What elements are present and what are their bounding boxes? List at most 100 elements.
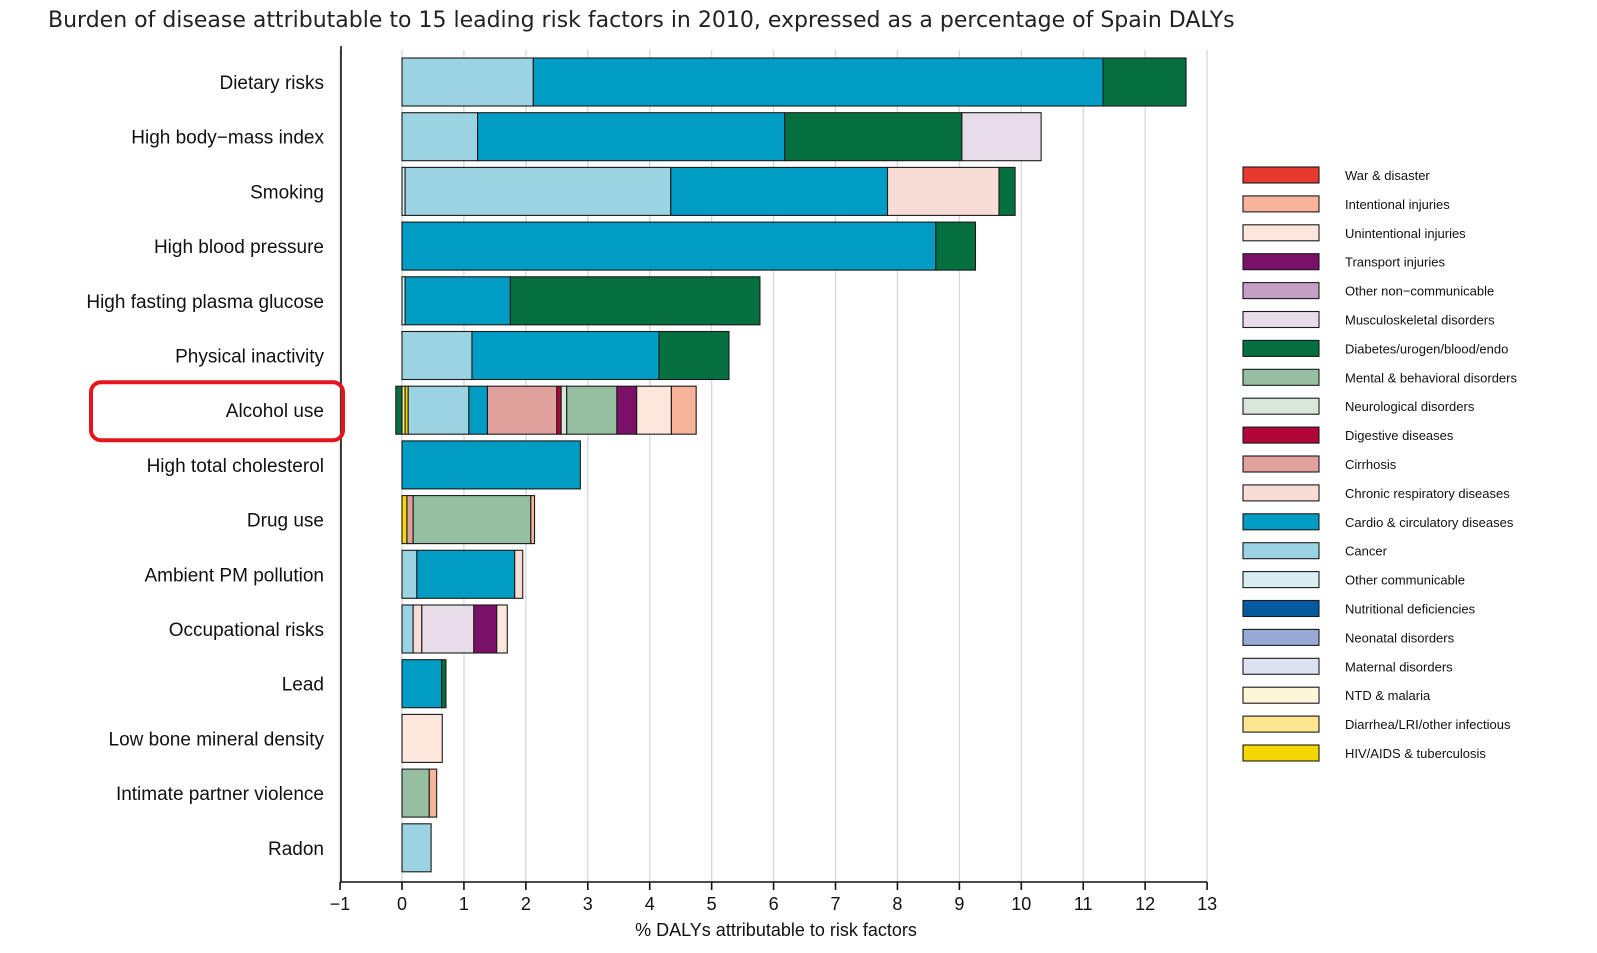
bar-segment-ambient-pm-pollution-cancer <box>401 549 418 599</box>
x-tick-label: 6 <box>769 894 779 914</box>
legend-swatch-ntd-malaria <box>1242 686 1320 704</box>
x-tick-label: 4 <box>645 894 655 914</box>
bar-segment-high-fasting-plasma-glucose-diabetes-urogen-blood-endo <box>509 276 761 326</box>
x-tick-label: 12 <box>1135 894 1155 914</box>
bar-segment-dietary-risks-diabetes-urogen-blood-endo <box>1102 57 1187 107</box>
legend-label-mental-behavioral-disorders: Mental & behavioral disorders <box>1345 370 1517 385</box>
bar-segment-alcohol-use-intentional-injuries <box>670 385 697 435</box>
bar-segment-high-total-cholesterol-cardio-circulatory-diseases <box>401 440 581 490</box>
row-label-intimate-partner-violence: Intimate partner violence <box>116 784 324 805</box>
bar-segment-low-bone-mineral-density-unintentional-injuries <box>401 713 443 763</box>
bar-segment-alcohol-use-cirrhosis <box>486 385 558 435</box>
x-axis-title: % DALYs attributable to risk factors <box>635 920 917 940</box>
bar-segment-high-blood-pressure-cardio-circulatory-diseases <box>401 221 937 271</box>
legend-label-neurological-disorders: Neurological disorders <box>1345 399 1475 414</box>
legend-swatch-digestive-diseases <box>1242 426 1320 444</box>
bar-segment-smoking-cardio-circulatory-diseases <box>670 166 889 216</box>
bars <box>395 57 1187 873</box>
row-label-drug-use: Drug use <box>247 511 324 532</box>
legend-swatch-cardio-circulatory-diseases <box>1242 513 1320 531</box>
highlight-box-alcohol-use <box>89 380 345 443</box>
bar-segment-occupational-risks-chronic-respiratory-diseases <box>412 604 423 654</box>
legend-swatch-intentional-injuries <box>1242 195 1320 213</box>
bar-segment-lead-cardio-circulatory-diseases <box>401 659 443 709</box>
legend-swatch-nutritional-deficiencies <box>1242 599 1320 618</box>
bar-segment-drug-use-hiv-aids-tuberculosis <box>401 495 408 545</box>
legend-label-other-communicable: Other communicable <box>1345 573 1465 588</box>
bar-segment-lead-diabetes-urogen-blood-endo <box>441 659 447 709</box>
bar-segment-physical-inactivity-cancer <box>401 330 473 381</box>
bar-segment-physical-inactivity-cardio-circulatory-diseases <box>471 330 660 381</box>
legend-swatch-mental-behavioral-disorders <box>1242 368 1320 386</box>
bar-segment-high-body-mass-index-cancer <box>401 112 479 162</box>
row-label-dietary-risks: Dietary risks <box>219 73 324 94</box>
bar-segment-high-body-mass-index-musculoskeletal-disorders <box>961 112 1042 162</box>
legend-label-other-non-communicable: Other non−communicable <box>1345 284 1494 299</box>
x-tick-label: 10 <box>1011 894 1031 914</box>
bar-segment-drug-use-mental-behavioral-disorders <box>412 495 532 545</box>
bar-segment-occupational-risks-musculoskeletal-disorders <box>421 604 475 654</box>
legend: War & disaster Intentional injuries Uninte… <box>1242 166 1517 762</box>
legend-label-diabetes-urogen-blood-endo: Diabetes/urogen/blood/endo <box>1345 341 1508 356</box>
bar-segment-occupational-risks-cancer <box>401 604 414 654</box>
legend-label-transport-injuries: Transport injuries <box>1345 255 1445 270</box>
legend-label-digestive-diseases: Digestive diseases <box>1345 428 1454 443</box>
legend-swatch-maternal-disorders <box>1242 657 1320 675</box>
row-label-high-body-mass-index: High body−mass index <box>131 128 324 149</box>
bar-segment-alcohol-use-unintentional-injuries <box>636 385 672 435</box>
legend-swatch-other-non-communicable <box>1242 282 1320 300</box>
bar-segment-smoking-cancer <box>404 166 672 216</box>
bar-segment-dietary-risks-cancer <box>401 57 534 107</box>
row-label-physical-inactivity: Physical inactivity <box>175 347 324 368</box>
bar-segment-alcohol-use-cancer <box>407 385 470 435</box>
x-tick-label: 2 <box>521 894 531 914</box>
bar-segment-occupational-risks-transport-injuries <box>473 604 498 654</box>
legend-label-nutritional-deficiencies: Nutritional deficiencies <box>1345 602 1476 617</box>
bar-segment-physical-inactivity-diabetes-urogen-blood-endo <box>658 330 730 381</box>
bar-segment-high-fasting-plasma-glucose-cardio-circulatory-diseases <box>404 276 511 326</box>
bar-segment-smoking-diabetes-urogen-blood-endo <box>998 166 1016 216</box>
legend-label-cirrhosis: Cirrhosis <box>1345 457 1397 472</box>
row-label-high-total-cholesterol: High total cholesterol <box>147 456 324 477</box>
x-tick-label: 7 <box>831 894 841 914</box>
row-label-low-bone-mineral-density: Low bone mineral density <box>109 729 325 750</box>
bar-segment-smoking-chronic-respiratory-diseases <box>886 166 1000 216</box>
legend-label-hiv-aids-tuberculosis: HIV/AIDS & tuberculosis <box>1345 746 1486 761</box>
bar-segment-intimate-partner-violence-intentional-injuries <box>428 768 438 818</box>
legend-swatch-neurological-disorders <box>1242 397 1320 415</box>
x-tick-label: 8 <box>892 894 902 914</box>
legend-swatch-transport-injuries <box>1242 253 1320 271</box>
legend-swatch-war-disaster <box>1242 166 1320 184</box>
row-label-alcohol-use: Alcohol use <box>226 401 324 422</box>
legend-label-neonatal-disorders: Neonatal disorders <box>1345 630 1455 645</box>
bar-segment-alcohol-use-mental-behavioral-disorders <box>566 385 618 435</box>
bar-segment-high-body-mass-index-diabetes-urogen-blood-endo <box>784 112 963 162</box>
bar-segment-high-blood-pressure-diabetes-urogen-blood-endo <box>935 221 977 271</box>
bar-segment-occupational-risks-unintentional-injuries <box>496 604 508 654</box>
bar-segment-intimate-partner-violence-mental-behavioral-disorders <box>401 768 430 818</box>
bar-segment-alcohol-use-cardio-circulatory-diseases <box>468 385 489 435</box>
legend-label-war-disaster: War & disaster <box>1345 168 1430 183</box>
legend-label-chronic-respiratory-diseases: Chronic respiratory diseases <box>1345 486 1510 501</box>
legend-swatch-chronic-respiratory-diseases <box>1242 484 1320 502</box>
row-label-ambient-pm-pollution: Ambient PM pollution <box>144 565 324 586</box>
legend-label-intentional-injuries: Intentional injuries <box>1345 197 1450 212</box>
row-labels: Dietary risks High body−mass index Smoking… <box>86 73 324 860</box>
legend-label-unintentional-injuries: Unintentional injuries <box>1345 226 1466 241</box>
row-label-lead: Lead <box>282 675 324 696</box>
x-axis: −1 0 1 2 3 4 5 6 7 8 9 10 11 12 13 <box>330 46 1217 914</box>
x-tick-label: 3 <box>583 894 593 914</box>
x-tick-label: 11 <box>1074 894 1093 914</box>
legend-swatch-diarrhea-lri-other-infectious <box>1242 715 1320 733</box>
bar-segment-dietary-risks-cardio-circulatory-diseases <box>532 57 1104 107</box>
legend-label-diarrhea-lri-other-infectious: Diarrhea/LRI/other infectious <box>1345 717 1511 732</box>
bar-segment-alcohol-use-transport-injuries <box>616 385 638 435</box>
x-tick-label: 9 <box>954 894 964 914</box>
row-label-occupational-risks: Occupational risks <box>169 620 324 641</box>
row-label-high-fasting-plasma-glucose: High fasting plasma glucose <box>86 292 324 313</box>
legend-label-cancer: Cancer <box>1345 544 1388 559</box>
legend-swatch-diabetes-urogen-blood-endo <box>1242 339 1320 357</box>
row-label-smoking: Smoking <box>250 182 324 203</box>
row-label-high-blood-pressure: High blood pressure <box>154 237 324 258</box>
x-tick-label: 13 <box>1197 894 1217 914</box>
